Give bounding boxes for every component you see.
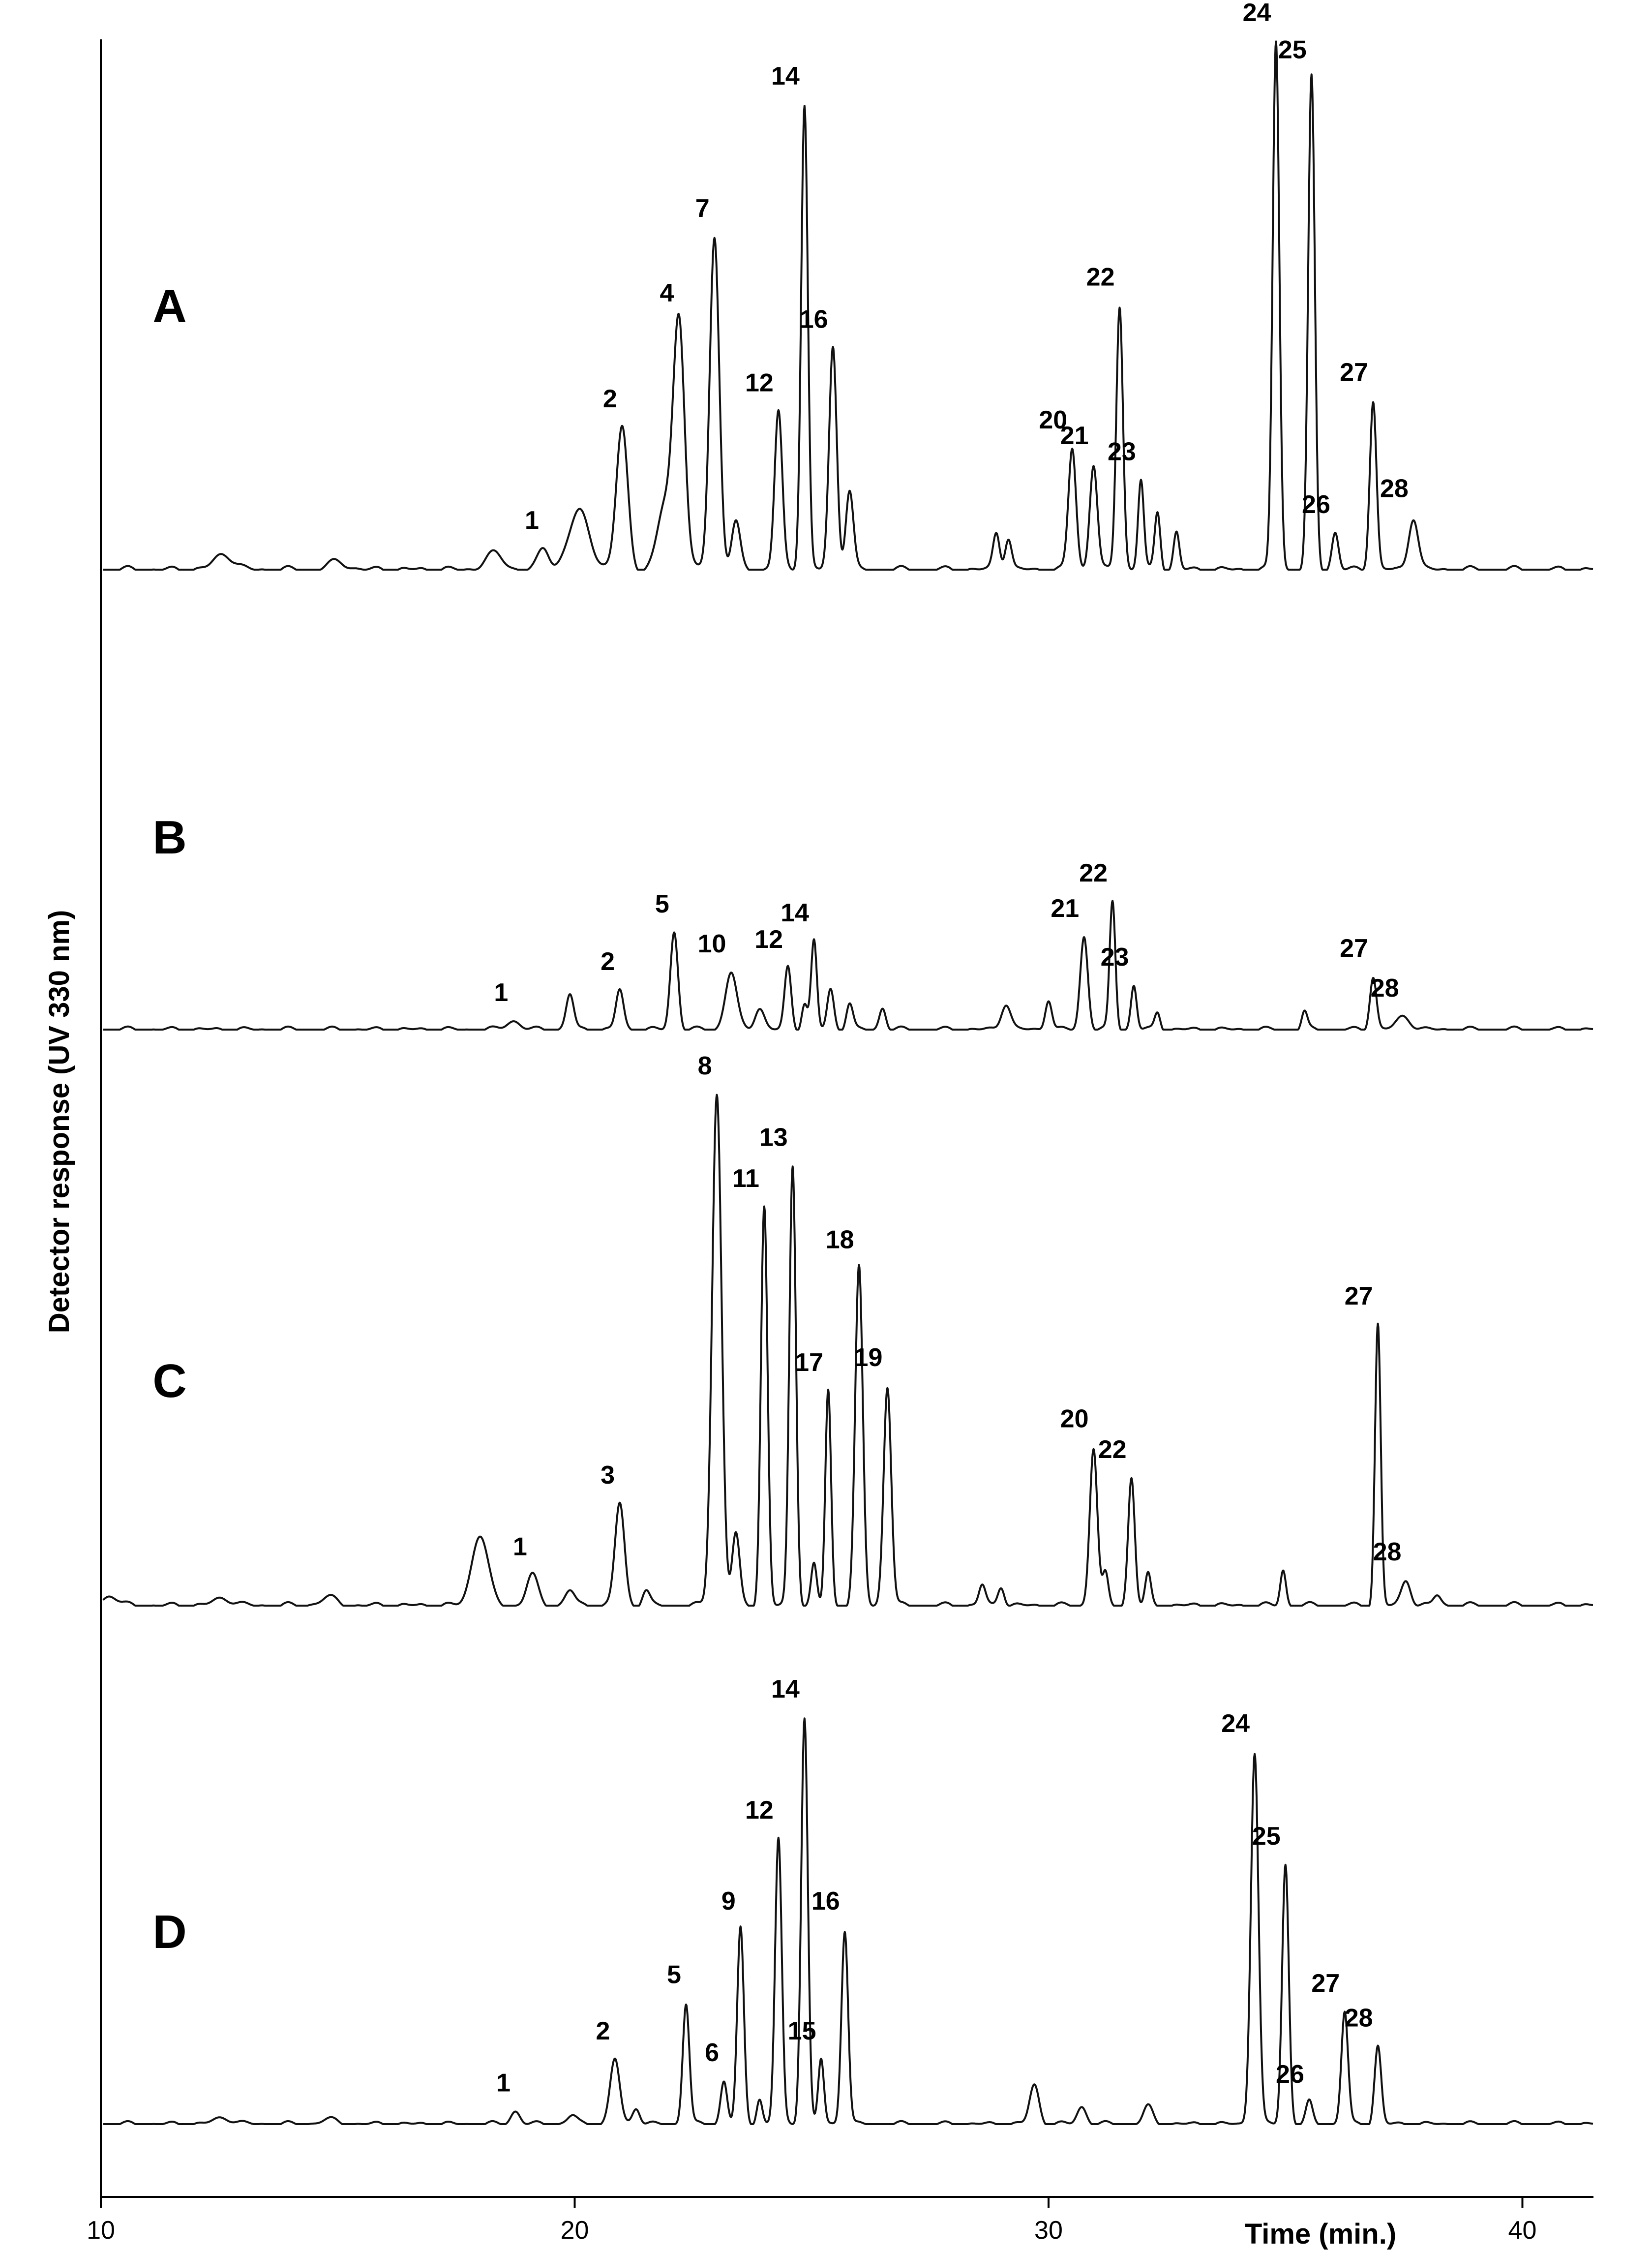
peak-label-a-28: 28	[1380, 475, 1409, 503]
peak-label-c-8: 8	[698, 1052, 712, 1080]
peak-label-c-20: 20	[1060, 1405, 1089, 1433]
peak-label-b-21: 21	[1051, 894, 1079, 923]
x-tick-label-20: 20	[561, 2216, 589, 2245]
x-tick-label-30: 30	[1034, 2216, 1063, 2245]
peak-label-b-1: 1	[494, 978, 508, 1007]
peak-label-d-25: 25	[1252, 1822, 1281, 1851]
x-tick-label-40: 40	[1508, 2216, 1537, 2245]
panel-label-b: B	[152, 811, 186, 864]
peak-label-b-23: 23	[1101, 943, 1129, 972]
peak-label-c-11: 11	[732, 1164, 759, 1193]
peak-label-a-2: 2	[603, 385, 617, 413]
chromatogram-trace-b	[102, 900, 1594, 1031]
peak-label-b-28: 28	[1371, 974, 1399, 1003]
peak-label-a-7: 7	[695, 194, 710, 223]
peak-label-a-24: 24	[1243, 0, 1271, 27]
panel-d	[102, 1717, 1594, 2125]
peak-label-c-22: 22	[1098, 1435, 1127, 1464]
peak-label-d-5: 5	[667, 1961, 681, 1989]
chromatogram-trace-c	[102, 1094, 1594, 1607]
panel-label-c: C	[152, 1355, 186, 1407]
peak-label-d-28: 28	[1345, 2004, 1373, 2033]
peak-label-c-3: 3	[601, 1461, 615, 1490]
peak-label-d-12: 12	[745, 1796, 774, 1825]
peak-label-a-26: 26	[1302, 490, 1330, 519]
panel-a	[102, 40, 1594, 571]
peak-label-d-26: 26	[1276, 2060, 1304, 2089]
peak-label-a-27: 27	[1340, 358, 1368, 387]
peak-label-c-27: 27	[1345, 1282, 1373, 1310]
peak-label-d-16: 16	[811, 1887, 840, 1916]
peak-label-a-20: 20	[1039, 406, 1067, 434]
peak-label-b-10: 10	[698, 930, 726, 958]
panel-label-d: D	[152, 1906, 186, 1958]
panel-b	[102, 900, 1594, 1031]
chromatogram-trace-d	[102, 1717, 1594, 2125]
peak-label-c-28: 28	[1373, 1538, 1402, 1566]
peak-label-a-4: 4	[660, 279, 674, 307]
peak-label-a-21: 21	[1060, 422, 1089, 450]
peak-label-c-13: 13	[759, 1124, 788, 1152]
peak-label-a-14: 14	[771, 62, 800, 91]
peak-label-c-17: 17	[795, 1348, 823, 1377]
peak-label-d-9: 9	[721, 1887, 736, 1916]
peak-label-d-27: 27	[1311, 1969, 1340, 1998]
y-axis-title: Detector response (UV 330 nm)	[43, 910, 75, 1334]
peak-label-d-6: 6	[705, 2039, 719, 2067]
peak-label-a-25: 25	[1278, 35, 1307, 64]
peak-label-d-2: 2	[596, 2017, 610, 2045]
peak-label-b-2: 2	[601, 947, 615, 976]
peak-label-c-19: 19	[854, 1343, 883, 1372]
peak-label-c-18: 18	[826, 1226, 854, 1254]
peak-label-b-27: 27	[1340, 934, 1368, 963]
peak-label-d-1: 1	[496, 2069, 511, 2098]
peak-label-d-24: 24	[1221, 1709, 1250, 1738]
chromatogram-trace-a	[102, 40, 1594, 571]
panel-c	[102, 1094, 1594, 1607]
peak-label-a-12: 12	[745, 369, 774, 397]
peak-label-a-1: 1	[525, 506, 539, 535]
panel-label-a: A	[152, 280, 186, 333]
peak-label-d-14: 14	[771, 1675, 800, 1704]
peak-label-d-15: 15	[788, 2017, 816, 2045]
peak-label-a-22: 22	[1086, 263, 1115, 292]
peak-label-b-22: 22	[1079, 859, 1108, 887]
peak-label-b-12: 12	[754, 925, 783, 954]
peak-label-a-23: 23	[1108, 437, 1136, 466]
peak-label-b-14: 14	[781, 899, 809, 927]
x-tick-label-10: 10	[87, 2216, 115, 2245]
peak-label-a-16: 16	[800, 305, 828, 334]
peak-label-b-5: 5	[655, 890, 669, 918]
peak-label-c-1: 1	[513, 1533, 527, 1561]
x-axis-title: Time (min.)	[1245, 2218, 1396, 2250]
